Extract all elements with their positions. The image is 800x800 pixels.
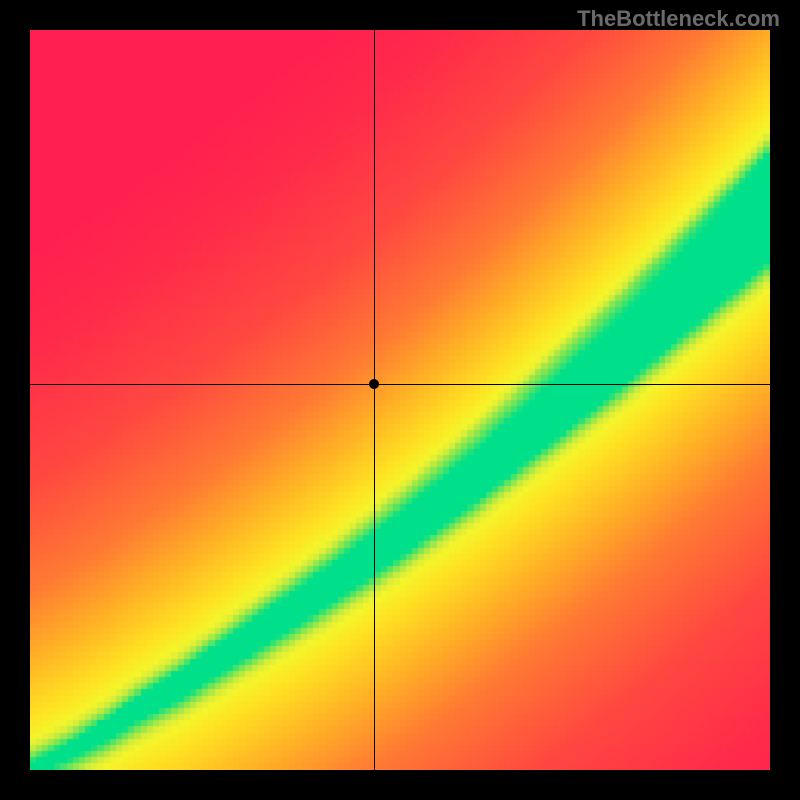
- heatmap-canvas: [30, 30, 770, 770]
- crosshair-vertical: [374, 30, 375, 770]
- chart-container: TheBottleneck.com: [0, 0, 800, 800]
- plot-area: [30, 30, 770, 770]
- crosshair-marker: [369, 379, 379, 389]
- attribution-text: TheBottleneck.com: [577, 6, 780, 32]
- crosshair-horizontal: [30, 384, 770, 385]
